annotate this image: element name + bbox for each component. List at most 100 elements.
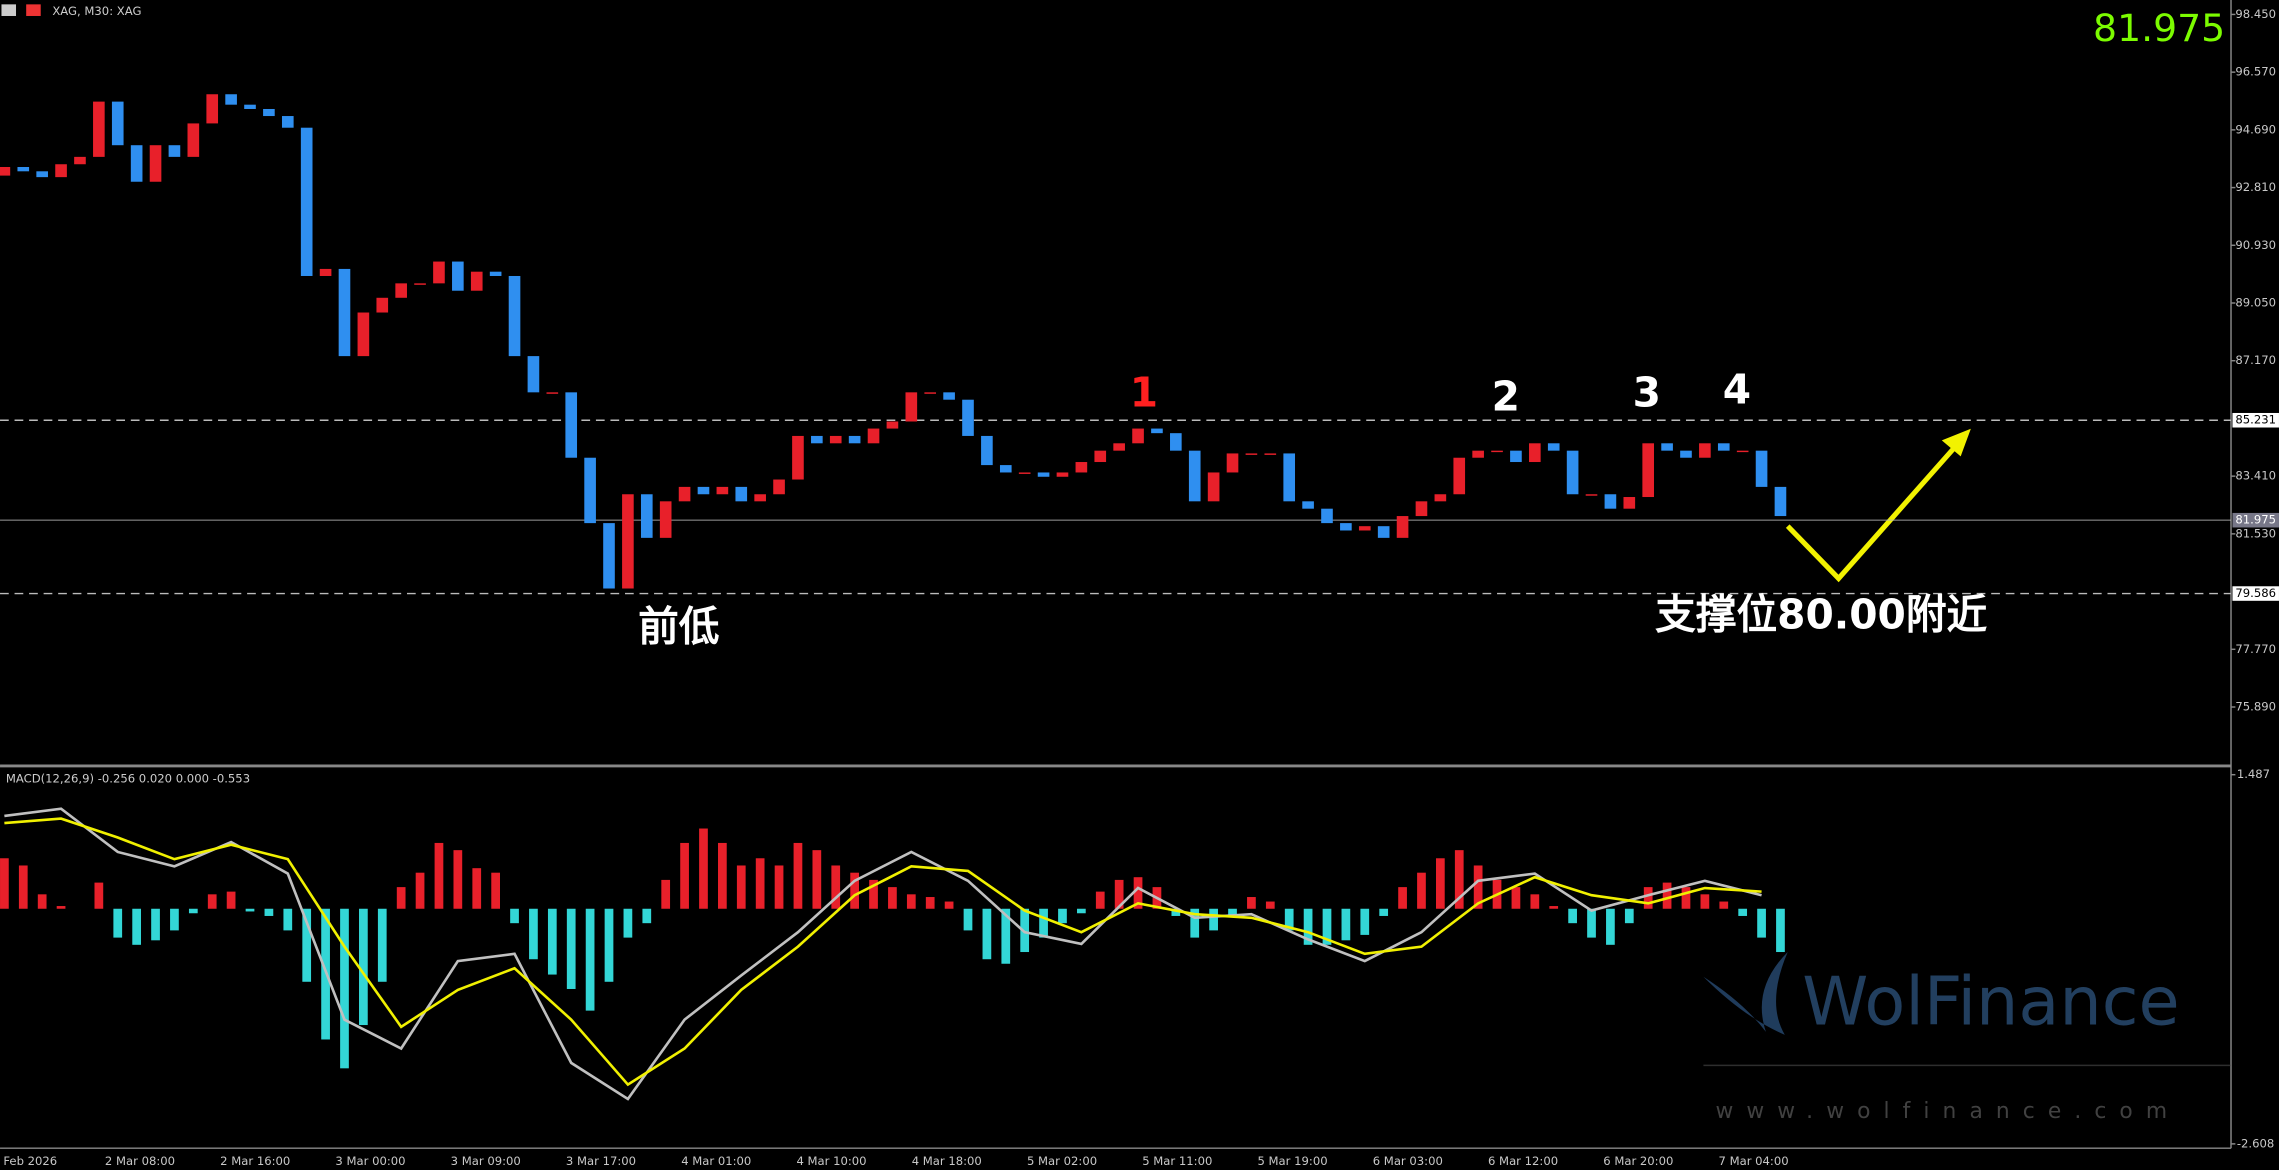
candle	[319, 268, 332, 276]
x-tick-label: 4 Mar 10:00	[796, 1154, 866, 1168]
price-level-label: 79.586	[2235, 586, 2276, 600]
candle	[1604, 494, 1617, 509]
candle	[1094, 450, 1107, 463]
macd-histogram-bar	[718, 842, 727, 909]
macd-histogram-bar	[963, 908, 973, 931]
macd-histogram-bar	[207, 894, 217, 909]
x-tick-label: 6 Mar 03:00	[1373, 1154, 1443, 1168]
annotation: 4	[1723, 365, 1751, 413]
x-tick-label: 7 Mar 04:00	[1718, 1154, 1788, 1168]
candle	[754, 494, 766, 502]
candle	[811, 435, 823, 444]
candle	[206, 94, 219, 124]
candle	[1377, 526, 1390, 538]
y-tick-label: 96.570	[2235, 65, 2276, 79]
macd-histogram-bar	[1511, 887, 1521, 909]
macd-histogram-bar	[1417, 872, 1426, 909]
macd-histogram-bar	[1549, 906, 1559, 909]
candle	[584, 457, 596, 524]
candle	[924, 392, 937, 394]
candle	[962, 399, 974, 436]
candle	[1680, 450, 1692, 458]
macd-y-tick-label: 1.487	[2237, 767, 2270, 781]
macd-histogram-bar	[793, 842, 803, 909]
y-tick-label: 92.810	[2235, 180, 2276, 194]
macd-title: MACD(12,26,9) -0.256 0.020 0.000 -0.553	[6, 772, 250, 786]
macd-histogram-bar	[1360, 908, 1370, 935]
candle	[1510, 450, 1522, 463]
macd-histogram-bar	[1077, 908, 1086, 914]
candle	[1755, 450, 1768, 487]
macd-histogram-bar	[888, 887, 897, 909]
macd-histogram-bar	[283, 908, 293, 931]
macd-histogram-bar	[1776, 908, 1785, 953]
candle	[149, 145, 162, 182]
candle	[281, 116, 294, 128]
candle	[640, 494, 653, 538]
macd-histogram-bar	[1398, 887, 1407, 909]
macd-histogram-bar	[434, 842, 444, 909]
annotation: 前低	[638, 602, 720, 650]
candle	[886, 421, 899, 429]
candle	[792, 435, 804, 480]
macd-histogram-bar	[1454, 850, 1464, 909]
annotation: 3	[1633, 368, 1661, 416]
macd-histogram-bar	[1700, 894, 1710, 909]
macd-histogram-bar	[1379, 908, 1389, 916]
candle	[1396, 516, 1409, 538]
macd-histogram-bar	[1284, 908, 1294, 931]
macd-histogram-bar	[1662, 882, 1672, 909]
candle	[111, 101, 124, 146]
candle	[452, 261, 464, 291]
candle	[546, 392, 559, 394]
watermark-brand: WolFinance	[1802, 962, 2179, 1040]
candle	[1113, 443, 1125, 451]
candle	[489, 271, 502, 276]
macd-histogram-bar	[415, 872, 425, 909]
symbol-label: XAG, M30: XAG	[52, 4, 141, 18]
macd-histogram-bar	[377, 908, 387, 982]
x-tick-label: 2 Mar 16:00	[220, 1154, 290, 1168]
macd-histogram-bar	[1587, 908, 1596, 938]
candle	[1037, 472, 1050, 477]
candle	[395, 283, 407, 298]
candle	[1585, 494, 1598, 496]
candle	[1529, 443, 1541, 463]
candle	[244, 104, 256, 109]
macd-histogram-bar	[1568, 908, 1577, 924]
macd-histogram-bar	[1473, 865, 1483, 909]
x-tick-label: 5 Mar 19:00	[1257, 1154, 1327, 1168]
macd-histogram-bar	[1058, 908, 1067, 924]
candle	[1472, 450, 1484, 458]
macd-histogram-bar	[812, 850, 822, 909]
candle	[565, 392, 578, 458]
candle	[1245, 453, 1258, 455]
x-tick-label: 3 Mar 00:00	[335, 1154, 405, 1168]
macd-histogram-bar	[1322, 908, 1332, 945]
candle	[603, 523, 615, 589]
macd-histogram-bar	[1643, 887, 1653, 909]
current-price: 81.975	[2093, 6, 2225, 50]
candle	[74, 156, 86, 165]
x-tick-label: 3 Mar 17:00	[566, 1154, 636, 1168]
macd-line	[4, 817, 1762, 1087]
macd-histogram-bar	[1133, 877, 1143, 909]
macd-histogram-bar	[831, 865, 841, 909]
macd-histogram-bar	[1190, 908, 1200, 938]
candle	[1699, 443, 1711, 458]
candle	[735, 486, 748, 502]
macd-histogram-bar	[170, 908, 179, 931]
menu-icon[interactable]	[1, 4, 17, 16]
candle	[867, 428, 880, 444]
candle	[1132, 428, 1144, 444]
macd-histogram-bar	[245, 908, 255, 912]
candle	[1642, 443, 1655, 498]
macd-histogram-bar	[699, 828, 708, 909]
symbol-icon[interactable]	[26, 4, 41, 16]
candle	[93, 101, 105, 157]
candle	[1302, 501, 1314, 509]
candle	[943, 392, 955, 400]
candle	[999, 465, 1012, 473]
macd-histogram-bar	[1719, 901, 1729, 909]
y-tick-label: 89.050	[2235, 296, 2276, 310]
